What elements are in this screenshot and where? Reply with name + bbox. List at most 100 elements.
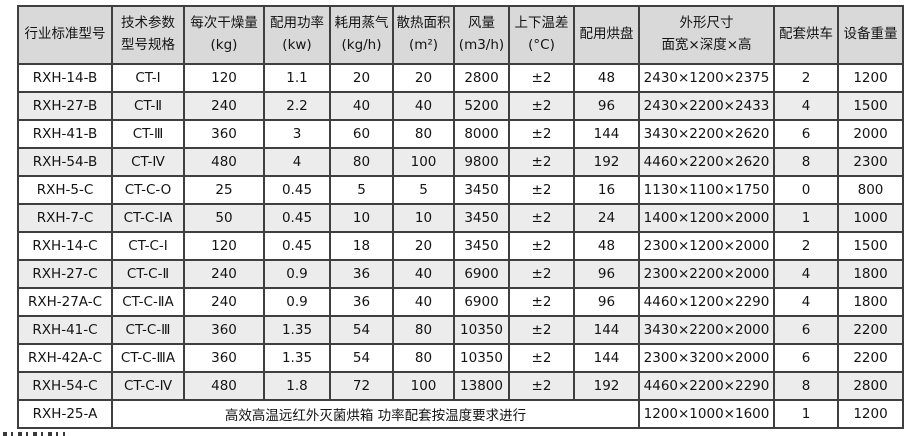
- table-cell: 480: [183, 371, 265, 401]
- table-cell: RXH-41-B: [17, 119, 113, 149]
- table-row: RXH-54-C CT-C-Ⅳ 480 1.8 72 100 13800 ±2 192 4460×…: [17, 371, 904, 401]
- table-cell: 20: [329, 63, 394, 93]
- col-header-2: 技术参数 型号规格: [111, 5, 185, 65]
- table-cell: 80: [392, 343, 455, 373]
- table-cell: CT-C-Ⅳ: [111, 371, 185, 401]
- table-row: RXH-41-C CT-C-Ⅲ 360 1.35 54 80 10350 ±2 144 3430×…: [17, 315, 904, 345]
- table-cell: 3430×2200×2620: [638, 119, 775, 149]
- weight-cell: 1200: [837, 399, 904, 429]
- table-cell: 2300: [837, 147, 904, 177]
- table-cell: ±2: [508, 63, 575, 93]
- table-row: RXH-14-C CT-C-Ⅰ 120 0.45 18 20 3450 ±2 48 2300×12…: [17, 231, 904, 261]
- table-cell: 1500: [837, 231, 904, 261]
- table-cell: 13800: [453, 371, 510, 401]
- table-cell: 4: [773, 91, 839, 121]
- table-row: RXH-27-C CT-C-Ⅱ 240 0.9 36 40 6900 ±2 96 2300×220…: [17, 259, 904, 289]
- table-cell: 60: [329, 119, 394, 149]
- col-header-line1: 设备重量: [843, 26, 898, 43]
- col-header-line1: 每次干燥量: [190, 15, 258, 32]
- col-header-line2: (kg/h): [341, 37, 382, 53]
- table-cell: RXH-7-C: [17, 203, 113, 233]
- table-cell: 80: [392, 119, 455, 149]
- table-cell: 40: [392, 91, 455, 121]
- table-cell: RXH-14-C: [17, 231, 113, 261]
- table-cell: ±2: [508, 119, 575, 149]
- col-header-line1: 技术参数: [121, 15, 175, 32]
- table-cell: 80: [329, 147, 394, 177]
- table-cell: ±2: [508, 231, 575, 261]
- table-cell: 36: [329, 287, 394, 317]
- table-cell: RXH-54-C: [17, 371, 113, 401]
- table-cell: 2430×2200×2433: [638, 91, 775, 121]
- col-header-1: 行业标准型号: [17, 5, 113, 65]
- table-row: RXH-7-C CT-C-ⅠA 50 0.45 10 10 3450 ±2 24 1400×120…: [17, 203, 904, 233]
- table-cell: 240: [183, 259, 265, 289]
- table-cell: 0.45: [263, 203, 331, 233]
- table-cell: 4: [263, 147, 331, 177]
- table-cell: 144: [573, 119, 640, 149]
- table-cell: 1800: [837, 259, 904, 289]
- table-cell: 120: [183, 231, 265, 261]
- table-cell: 9800: [453, 147, 510, 177]
- table-cell: 2800: [837, 371, 904, 401]
- table-cell: 5: [329, 175, 394, 205]
- table-cell: 10350: [453, 343, 510, 373]
- table-cell: 5: [392, 175, 455, 205]
- table-cell: 2: [773, 231, 839, 261]
- col-header-12: 设备重量: [837, 5, 904, 65]
- table-cell: ±2: [508, 147, 575, 177]
- table-cell: 360: [183, 315, 265, 345]
- clipped-text-fragment: [3, 432, 65, 436]
- table-cell: 40: [329, 91, 394, 121]
- col-header-line2: (kg): [210, 37, 238, 53]
- table-body: RXH-14-B CT-Ⅰ 120 1.1 20 20 2800 ±2 48 2430×1200×…: [17, 63, 904, 429]
- table-cell: CT-Ⅰ: [111, 63, 185, 93]
- table-cell: 6: [773, 343, 839, 373]
- table-cell: 1: [773, 203, 839, 233]
- table-cell: 144: [573, 343, 640, 373]
- col-header-line1: 行业标准型号: [24, 26, 106, 43]
- table-cell: 48: [573, 63, 640, 93]
- table-cell: 4: [773, 287, 839, 317]
- table-cell: 24: [573, 203, 640, 233]
- table-cell: 3450: [453, 231, 510, 261]
- table-cell: 192: [573, 371, 640, 401]
- table-cell: 144: [573, 315, 640, 345]
- table-cell: 6: [773, 315, 839, 345]
- table-cell: 6900: [453, 287, 510, 317]
- table-cell: 100: [392, 371, 455, 401]
- table-cell: ±2: [508, 371, 575, 401]
- table-cell: 1130×1100×1750: [638, 175, 775, 205]
- table-cell: 8: [773, 371, 839, 401]
- table-cell: RXH-27A-C: [17, 287, 113, 317]
- table-cell: 96: [573, 91, 640, 121]
- table-cell: 1.8: [263, 371, 331, 401]
- table-row: RXH-41-B CT-Ⅲ 360 3 60 80 8000 ±2 144 3430×2200×2…: [17, 119, 904, 149]
- table-cell: RXH-27-B: [17, 91, 113, 121]
- table-cell: 8000: [453, 119, 510, 149]
- table-cell: 0.45: [263, 231, 331, 261]
- col-header-line1: 配套烘车: [779, 26, 833, 43]
- header-row: 行业标准型号 技术参数 型号规格 每次干燥量 (kg) 配用功率 (kw) 耗用蒸气 (kg/h…: [17, 5, 904, 65]
- table-cell: 0.9: [263, 259, 331, 289]
- col-header-line2: (m²): [408, 37, 439, 53]
- table-cell: 0.9: [263, 287, 331, 317]
- spec-table: 行业标准型号 技术参数 型号规格 每次干燥量 (kg) 配用功率 (kw) 耗用蒸气 (kg/h…: [17, 5, 904, 429]
- table-cell: 8: [773, 147, 839, 177]
- table-cell: CT-C-O: [111, 175, 185, 205]
- table-cell: 0.45: [263, 175, 331, 205]
- table-cell: ±2: [508, 175, 575, 205]
- table-cell: RXH-5-C: [17, 175, 113, 205]
- table-cell: ±2: [508, 91, 575, 121]
- carts-cell: 1: [773, 399, 839, 429]
- col-header-6: 散热面积 (m²): [392, 5, 455, 65]
- table-cell: RXH-42A-C: [17, 343, 113, 373]
- table-row: RXH-14-B CT-Ⅰ 120 1.1 20 20 2800 ±2 48 2430×1200×…: [17, 63, 904, 93]
- table-cell: 96: [573, 259, 640, 289]
- table-cell: 96: [573, 287, 640, 317]
- note-cell: 高效高温远红外灭菌烘箱 功率配套按温度要求进行: [111, 399, 640, 429]
- col-header-8: 上下温差 (°C): [508, 5, 575, 65]
- table-cell: 10350: [453, 315, 510, 345]
- table-cell: ±2: [508, 287, 575, 317]
- col-header-line1: 配用烘盘: [579, 26, 634, 43]
